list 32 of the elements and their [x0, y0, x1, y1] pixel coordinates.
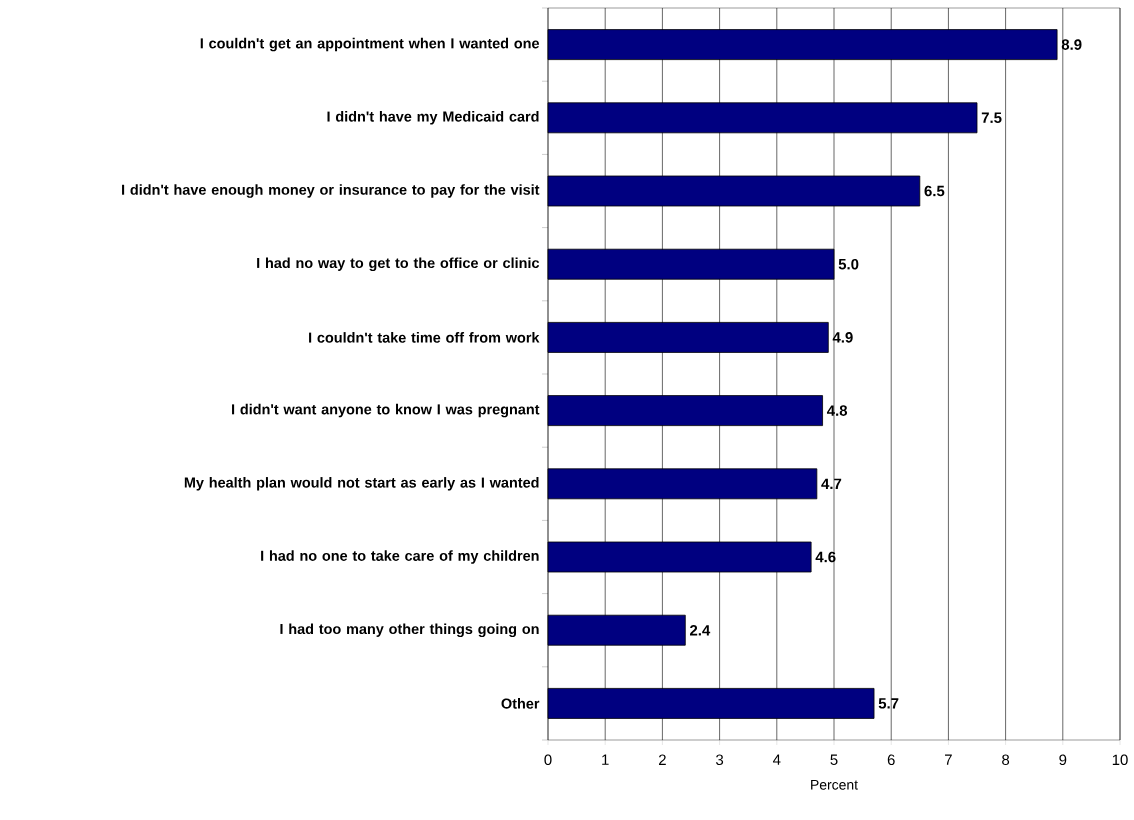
x-tick-label: 8: [1002, 754, 1010, 766]
x-tick-label: 3: [716, 754, 724, 766]
y-tick-label: I couldn't get an appointment when I wanted one: [200, 37, 540, 52]
y-tick-label: I didn't have my Medicaid card: [327, 111, 539, 125]
x-tick-label: 10: [1112, 754, 1128, 766]
x-tick-label: 0: [544, 754, 552, 766]
y-tick-label: I didn't have enough money or insurance to pay for the visit: [122, 184, 540, 198]
data-label: 8.9: [1061, 39, 1082, 50]
y-tick-label: I had no way to get to the office or clinic: [257, 257, 540, 271]
x-tick-label: 5: [830, 754, 838, 765]
data-label: 4.9: [832, 332, 853, 343]
data-label: 4.6: [815, 551, 836, 563]
x-tick-label: 9: [1059, 754, 1067, 766]
y-tick-label: I couldn't take time off from work: [309, 332, 540, 343]
x-tick-label: 2: [659, 754, 666, 765]
y-tick-label: I didn't want anyone to know I was pregnant: [232, 403, 540, 418]
x-tick-label: 4: [772, 754, 781, 765]
data-label: 7.5: [981, 112, 1002, 124]
x-tick-label: 1: [602, 754, 609, 765]
x-axis-title: Percent: [811, 779, 858, 790]
data-label: 6.5: [924, 185, 945, 197]
y-tick-label: I had too many other things going on: [280, 623, 539, 637]
data-label: 2.4: [690, 624, 711, 636]
y-tick-label: Other: [501, 698, 540, 709]
y-tick-label: I had no one to take care of my children: [261, 550, 539, 564]
data-label: 4.7: [821, 478, 842, 489]
data-label: 4.8: [826, 405, 848, 416]
x-tick-label: 7: [945, 754, 952, 765]
data-label: 5.0: [838, 258, 859, 270]
data-label: 5.7: [878, 698, 899, 709]
x-tick-label: 6: [887, 754, 895, 766]
y-tick-label: My health plan would not start as early as I wanted: [184, 477, 539, 491]
